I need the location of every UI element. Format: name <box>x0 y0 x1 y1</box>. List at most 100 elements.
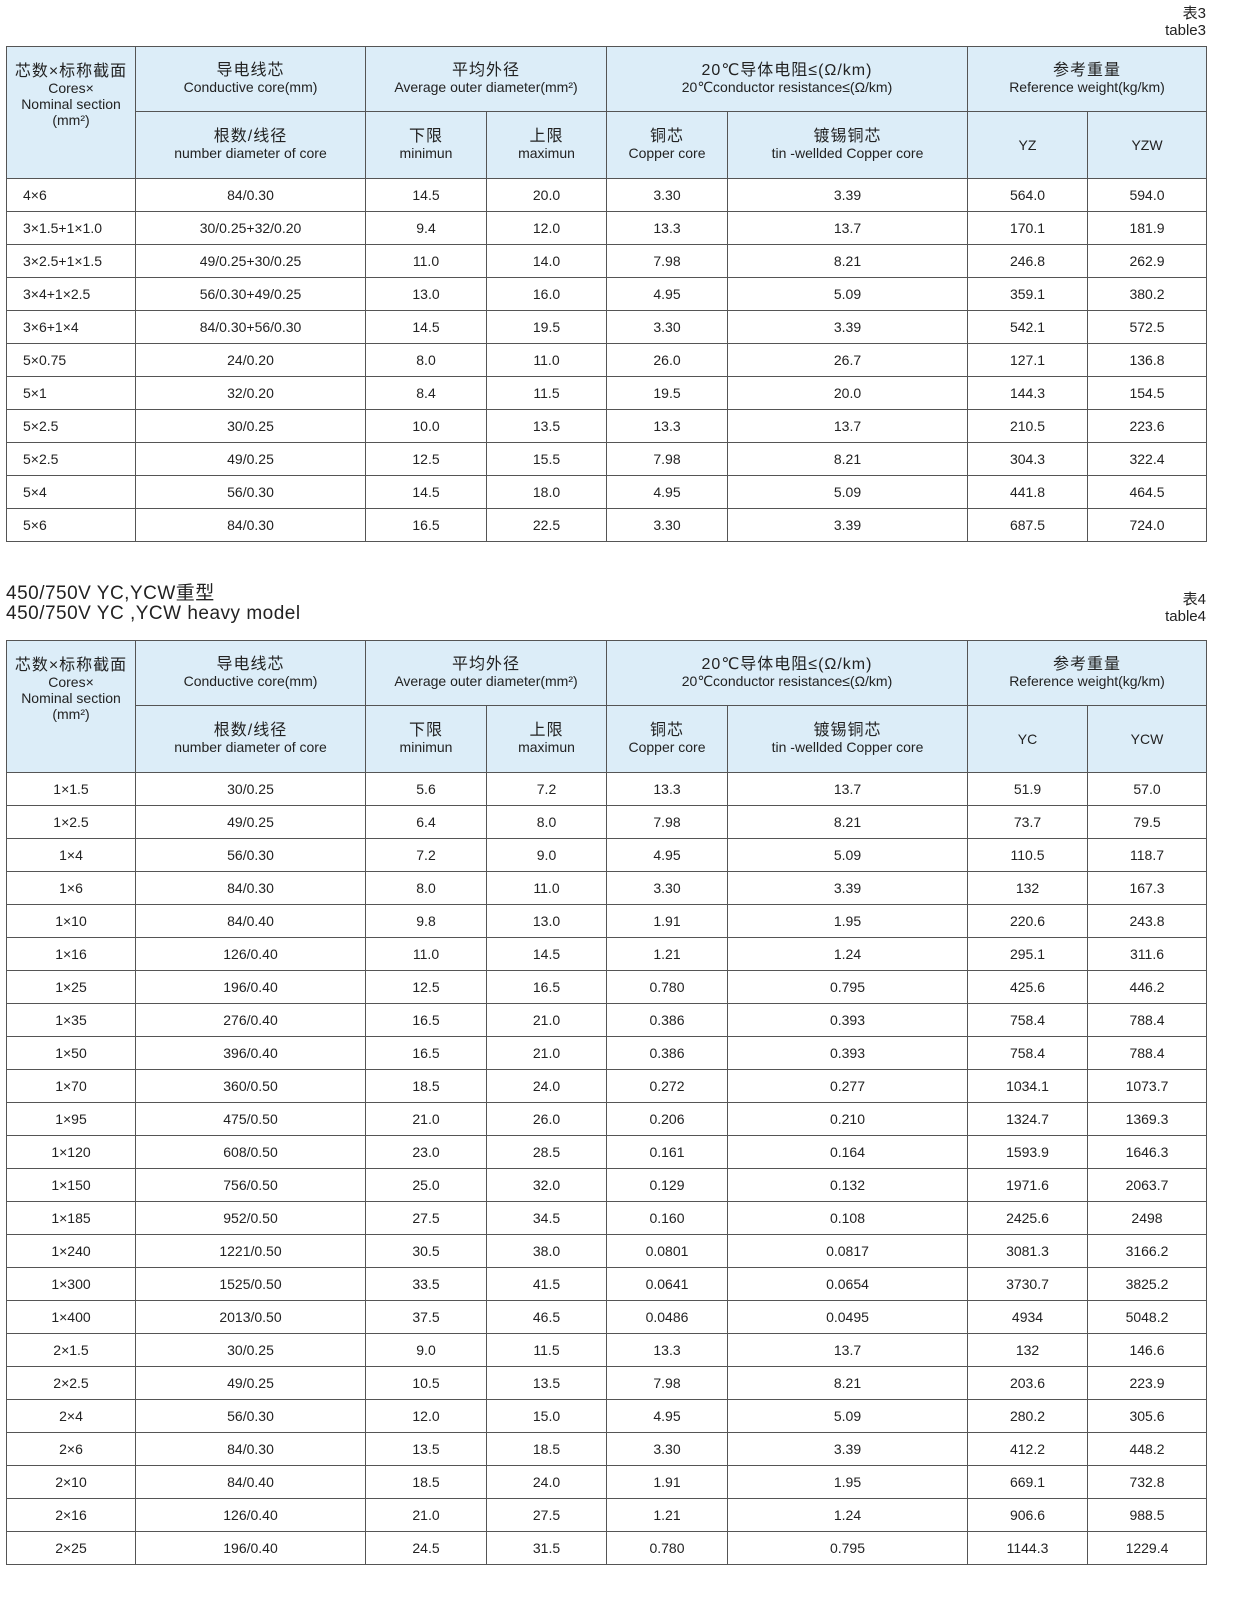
num-en: number diameter of core <box>174 145 327 161</box>
table-cell: 9.8 <box>365 904 487 938</box>
table-row: 3×6+1×4 84/0.30+56/0.30 14.5 19.5 3.30 3.39 54… <box>6 310 1207 344</box>
table-cell: 13.3 <box>606 1333 728 1367</box>
table-cell: 7.98 <box>606 1366 728 1400</box>
table-cell: 280.2 <box>967 1399 1088 1433</box>
table-cell: 1221/0.50 <box>135 1234 366 1268</box>
table-cell: 5×0.75 <box>6 343 136 377</box>
table-cell: 758.4 <box>967 1036 1088 1070</box>
table-cell: 564.0 <box>967 178 1088 212</box>
table-row: 1×120 608/0.50 23.0 28.5 0.161 0.164 1593.9 164… <box>6 1135 1207 1169</box>
table-cell: 906.6 <box>967 1498 1088 1532</box>
table-cell: 0.160 <box>606 1201 728 1235</box>
table-cell: 5.09 <box>727 838 968 872</box>
table-cell: 11.5 <box>486 1333 607 1367</box>
header-w1: YC <box>967 705 1088 773</box>
table-cell: 9.4 <box>365 211 487 245</box>
table-cell: 14.5 <box>365 475 487 509</box>
table4: 芯数×标称截面 Cores× Nominal section (mm²) 导电线芯 Co… <box>6 640 1207 1565</box>
table-row: 1×4 56/0.30 7.2 9.0 4.95 5.09 110.5 118.7 <box>6 838 1207 872</box>
table-cell: 3.30 <box>606 178 728 212</box>
table-cell: 542.1 <box>967 310 1088 344</box>
table-cell: 1×150 <box>6 1168 136 1202</box>
table-cell: 1×4 <box>6 838 136 872</box>
table-cell: 12.0 <box>486 211 607 245</box>
table-cell: 56/0.30 <box>135 838 366 872</box>
table-cell: 1×50 <box>6 1036 136 1070</box>
table-cell: 49/0.25 <box>135 442 366 476</box>
table-cell: 669.1 <box>967 1465 1088 1499</box>
header-diameter: 平均外径 Average outer diameter(mm²) <box>365 46 607 112</box>
table-cell: 84/0.40 <box>135 904 366 938</box>
table-cell: 18.5 <box>365 1465 487 1499</box>
table-cell: 3825.2 <box>1087 1267 1207 1301</box>
cu-zh: 铜芯 <box>649 128 684 145</box>
table-cell: 1×1.5 <box>6 772 136 806</box>
table-cell: 246.8 <box>967 244 1088 278</box>
table-cell: 304.3 <box>967 442 1088 476</box>
res-en: 20℃conductor resistance≤(Ω/km) <box>681 673 893 689</box>
table-cell: 4.95 <box>606 1399 728 1433</box>
table-cell: 49/0.25 <box>135 1366 366 1400</box>
table-cell: 24.5 <box>365 1531 487 1565</box>
table-cell: 5×4 <box>6 475 136 509</box>
table-cell: 295.1 <box>967 937 1088 971</box>
table-cell: 3.30 <box>606 310 728 344</box>
table-cell: 21.0 <box>365 1498 487 1532</box>
table-cell: 20.0 <box>486 178 607 212</box>
table-cell: 2×1.5 <box>6 1333 136 1367</box>
table-cell: 13.5 <box>486 409 607 443</box>
table-cell: 84/0.30 <box>135 871 366 905</box>
table-cell: 10.0 <box>365 409 487 443</box>
table-cell: 26.0 <box>486 1102 607 1136</box>
table-cell: 0.780 <box>606 970 728 1004</box>
tin-zh: 镀锡铜芯 <box>813 722 882 739</box>
num-en: number diameter of core <box>174 739 327 755</box>
table-cell: 3×6+1×4 <box>6 310 136 344</box>
table-cell: 988.5 <box>1087 1498 1207 1532</box>
table-cell: 196/0.40 <box>135 970 366 1004</box>
table-cell: 2×2.5 <box>6 1366 136 1400</box>
table-cell: 4.95 <box>606 838 728 872</box>
table-cell: 311.6 <box>1087 937 1207 971</box>
header-max: 上限 maximun <box>486 705 607 773</box>
table-row: 1×6 84/0.30 8.0 11.0 3.30 3.39 132 167.3 <box>6 871 1207 905</box>
diam-en: Average outer diameter(mm²) <box>394 79 578 95</box>
table-cell: 27.5 <box>486 1498 607 1532</box>
table-row: 1×16 126/0.40 11.0 14.5 1.21 1.24 295.1 311.6 <box>6 937 1207 971</box>
header-weight: 参考重量 Reference weight(kg/km) <box>967 46 1207 112</box>
table-cell: 5.09 <box>727 1399 968 1433</box>
core-en: Conductive core(mm) <box>183 79 318 95</box>
core-zh: 导电线芯 <box>216 656 285 673</box>
table-cell: 19.5 <box>606 376 728 410</box>
table-cell: 6.4 <box>365 805 487 839</box>
table-cell: 13.7 <box>727 1333 968 1367</box>
table4-title: 450/750V YC,YCW重型 450/750V YC ,YCW heavy … <box>6 584 301 624</box>
table-cell: 1.21 <box>606 937 728 971</box>
table-cell: 1×25 <box>6 970 136 1004</box>
diam-en: Average outer diameter(mm²) <box>394 673 578 689</box>
cores-en3: (mm²) <box>52 111 90 128</box>
cu-en: Copper core <box>628 739 706 755</box>
table-cell: 594.0 <box>1087 178 1207 212</box>
table-cell: 1×400 <box>6 1300 136 1334</box>
core-en: Conductive core(mm) <box>183 673 318 689</box>
table-cell: 181.9 <box>1087 211 1207 245</box>
header-core: 导电线芯 Conductive core(mm) <box>135 46 366 112</box>
tin-en: tin -wellded Copper core <box>771 145 924 161</box>
table-cell: 3.39 <box>727 1432 968 1466</box>
header-number: 根数/线径 number diameter of core <box>135 111 366 179</box>
table-cell: 210.5 <box>967 409 1088 443</box>
table-cell: 3081.3 <box>967 1234 1088 1268</box>
w2: YZW <box>1131 137 1163 153</box>
table-row: 1×35 276/0.40 16.5 21.0 0.386 0.393 758.4 788.4 <box>6 1003 1207 1037</box>
table-cell: 5048.2 <box>1087 1300 1207 1334</box>
table-cell: 1144.3 <box>967 1531 1088 1565</box>
table4-label: 表4 table4 <box>1165 591 1206 625</box>
table-row: 1×95 475/0.50 21.0 26.0 0.206 0.210 1324.7 1369… <box>6 1102 1207 1136</box>
table-cell: 412.2 <box>967 1432 1088 1466</box>
table-cell: 7.2 <box>365 838 487 872</box>
table-cell: 359.1 <box>967 277 1088 311</box>
table-cell: 7.98 <box>606 244 728 278</box>
table-cell: 2×6 <box>6 1432 136 1466</box>
table-cell: 56/0.30 <box>135 475 366 509</box>
